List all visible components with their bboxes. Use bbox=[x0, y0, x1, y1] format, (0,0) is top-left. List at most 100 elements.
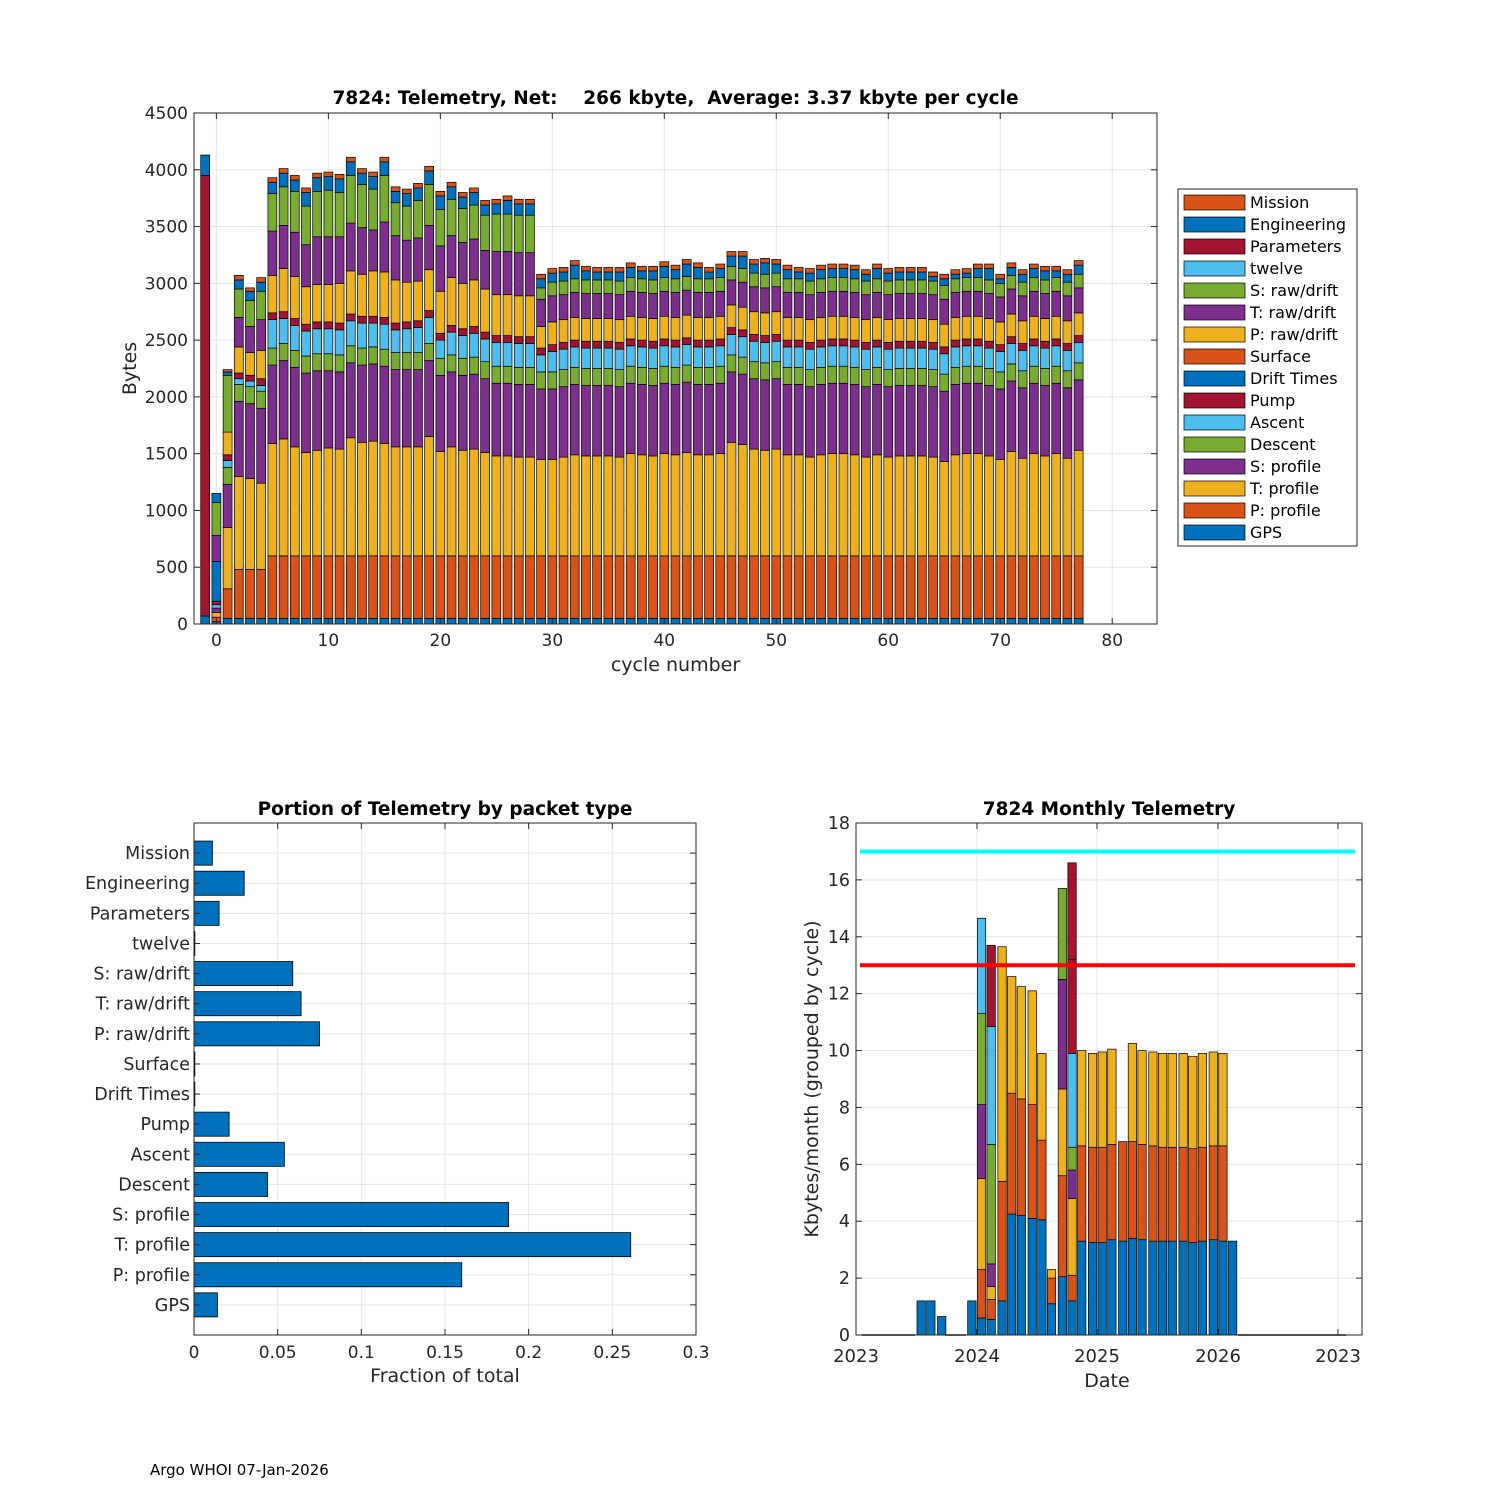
chart1-bar-segment bbox=[973, 315, 983, 340]
chart1-bar-segment bbox=[603, 279, 614, 294]
chart1-bar-segment bbox=[625, 267, 636, 279]
chart1-bar bbox=[861, 269, 871, 625]
chart1-bar-segment bbox=[805, 555, 815, 619]
chart1-xtick-label: 40 bbox=[653, 631, 675, 651]
chart3-bar-segment bbox=[967, 1300, 977, 1336]
chart3-bar-segment bbox=[1127, 1043, 1137, 1142]
chart1-bar-segment bbox=[771, 555, 782, 619]
chart1-bar-segment bbox=[536, 326, 546, 349]
chart1-bar-segment bbox=[905, 318, 916, 342]
chart1-bar-segment bbox=[312, 321, 323, 330]
chart3-bar-segment bbox=[1046, 1277, 1057, 1305]
chart1-bar-segment bbox=[390, 191, 401, 204]
chart1-bar-segment bbox=[894, 368, 905, 386]
chart3-bar-segment bbox=[1088, 1146, 1098, 1243]
chart1-bar-segment bbox=[513, 384, 524, 458]
chart1-bar-segment bbox=[704, 271, 714, 280]
chart1-bar-segment bbox=[379, 221, 390, 273]
chart1-bar-segment bbox=[547, 281, 558, 297]
chart1-bar-segment bbox=[737, 444, 748, 557]
chart1-bar-segment bbox=[995, 278, 1006, 284]
chart1-bar-segment bbox=[905, 279, 916, 294]
chart1-bar-segment bbox=[256, 349, 267, 380]
chart1-bar-segment bbox=[939, 390, 950, 462]
chart1-bar bbox=[827, 263, 838, 625]
chart1-bar-segment bbox=[760, 617, 770, 625]
chart1-bar-segment bbox=[838, 617, 849, 625]
chart1-bar-segment bbox=[726, 327, 737, 335]
chart1-bar bbox=[413, 183, 423, 625]
chart1-bar-segment bbox=[222, 617, 233, 625]
chart1-bar-segment bbox=[670, 384, 681, 456]
chart1-bar-segment bbox=[457, 328, 468, 336]
chart1-bar-segment bbox=[424, 184, 434, 226]
chart1-bar-segment bbox=[424, 360, 434, 437]
chart1-xtick-label: 0 bbox=[211, 631, 222, 651]
chart3-ytick-label: 10 bbox=[828, 1042, 850, 1062]
chart1-bar-segment bbox=[715, 268, 726, 279]
chart1-bar-segment bbox=[1062, 387, 1073, 459]
chart1-bar-segment bbox=[312, 177, 323, 192]
chart1-bar-segment bbox=[424, 269, 434, 311]
chart1-bar-segment bbox=[827, 382, 838, 455]
chart1-bar-segment bbox=[502, 335, 513, 343]
chart1-bar-segment bbox=[917, 368, 927, 386]
chart1-bar-segment bbox=[289, 231, 300, 277]
chart3-bar bbox=[1228, 1240, 1238, 1336]
chart1-bar-segment bbox=[334, 448, 345, 557]
chart2-ytick-label: GPS bbox=[155, 1296, 190, 1316]
chart1-bar-segment bbox=[1028, 338, 1039, 347]
chart1-bar-segment bbox=[1051, 453, 1062, 557]
chart1-bar-segment bbox=[838, 382, 849, 455]
chart1-bar-segment bbox=[861, 273, 871, 282]
chart1-bar-segment bbox=[805, 386, 815, 458]
chart1-bar-segment bbox=[782, 454, 793, 557]
chart3-xtick-label: 2023 bbox=[1315, 1346, 1361, 1367]
chart1-bar-segment bbox=[592, 318, 602, 342]
chart1-bar-segment bbox=[928, 294, 938, 321]
chart1-bar-segment bbox=[760, 335, 770, 343]
chart1-bar-segment bbox=[816, 454, 826, 557]
chart1-bar-segment bbox=[469, 187, 479, 193]
chart1-bar-segment bbox=[827, 315, 838, 340]
chart1-bar-segment bbox=[547, 388, 558, 460]
chart1-bar-segment bbox=[558, 342, 569, 350]
chart3-bar-segment bbox=[1167, 1146, 1177, 1242]
chart1-bar-segment bbox=[995, 388, 1006, 460]
chart1-bar-segment bbox=[323, 321, 334, 330]
chart1-bar-segment bbox=[625, 338, 636, 347]
chart1-legend-label: S: profile bbox=[1250, 457, 1321, 476]
chart1-bar-segment bbox=[368, 555, 378, 619]
chart1-legend-swatch bbox=[1183, 524, 1246, 541]
chart3-bar-segment bbox=[986, 1026, 996, 1145]
chart1-bar-segment bbox=[737, 329, 748, 338]
chart1-bar-segment bbox=[1073, 273, 1084, 289]
chart1-bar-segment bbox=[323, 189, 334, 238]
chart1-bar-segment bbox=[715, 277, 726, 292]
chart1-bar-segment bbox=[760, 342, 770, 364]
chart3-bar bbox=[1057, 888, 1067, 1336]
chart1-bar-segment bbox=[726, 251, 737, 257]
chart1-bar-segment bbox=[278, 555, 289, 619]
chart1-bar-segment bbox=[883, 386, 894, 458]
chart1-bar-segment bbox=[681, 364, 692, 383]
chart1-bar-segment bbox=[357, 168, 367, 174]
chart1-bar-segment bbox=[782, 367, 793, 385]
chart3-title: 7824 Monthly Telemetry bbox=[983, 799, 1236, 820]
chart1-bar-segment bbox=[939, 373, 950, 392]
chart1-bar-segment bbox=[457, 617, 468, 625]
chart1-bar-segment bbox=[569, 278, 580, 293]
chart1-bar-segment bbox=[401, 188, 412, 194]
chart1-bar-segment bbox=[312, 191, 323, 238]
chart1-bar-segment bbox=[368, 229, 378, 272]
chart3-bar bbox=[1077, 1050, 1087, 1336]
chart1-bar-segment bbox=[592, 271, 602, 281]
chart1-bar-segment bbox=[894, 347, 905, 369]
chart1-bar-segment bbox=[771, 259, 782, 265]
chart1-bar-segment bbox=[222, 527, 233, 590]
chart1-bar-segment bbox=[334, 192, 345, 238]
chart1-bar-segment bbox=[457, 208, 468, 243]
chart1-bar-segment bbox=[491, 617, 502, 625]
chart1-bar-segment bbox=[883, 555, 894, 619]
chart1-bar-segment bbox=[491, 213, 502, 252]
